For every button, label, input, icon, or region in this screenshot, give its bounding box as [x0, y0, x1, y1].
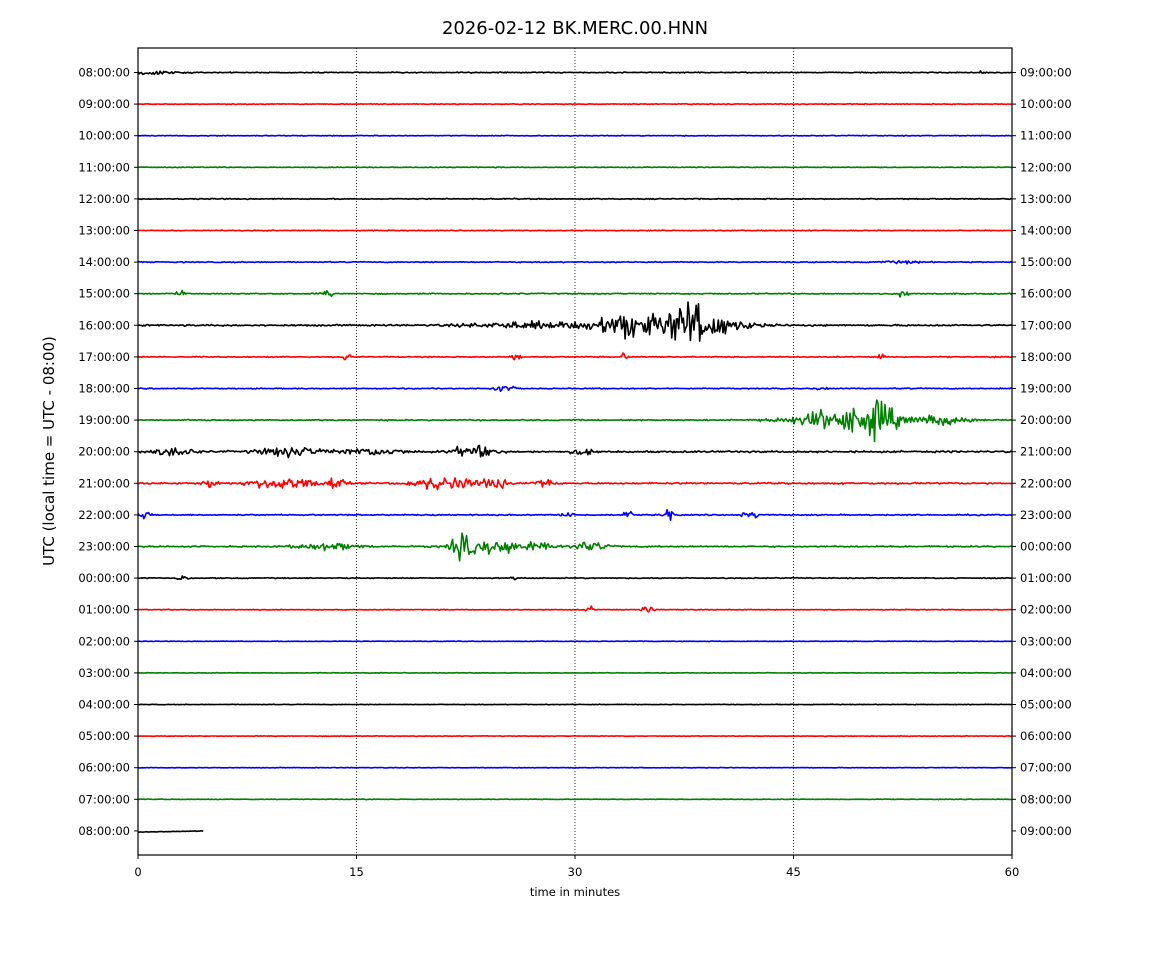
grid-layer — [356, 48, 794, 855]
y-tick-label-left: 19:00:00 — [78, 413, 130, 427]
y-tick-label-right: 11:00:00 — [1020, 129, 1072, 143]
x-tick-label: 0 — [134, 865, 141, 879]
trace-line-16 — [137, 575, 1013, 581]
trace-line-15 — [137, 532, 1013, 562]
x-tick-label: 30 — [568, 865, 583, 879]
y-tick-label-right: 08:00:00 — [1020, 792, 1072, 806]
y-tick-label-left: 08:00:00 — [78, 824, 130, 838]
y-tick-label-left: 05:00:00 — [78, 729, 130, 743]
y-tick-label-right: 12:00:00 — [1020, 160, 1072, 174]
y-tick-label-right: 04:00:00 — [1020, 666, 1072, 680]
y-tick-label-right: 06:00:00 — [1020, 729, 1072, 743]
trace-line-5 — [137, 229, 1013, 232]
y-tick-label-right: 05:00:00 — [1020, 698, 1072, 712]
y-tick-label-right: 21:00:00 — [1020, 445, 1072, 459]
trace-line-23 — [137, 798, 1012, 801]
trace-line-1 — [137, 102, 1012, 106]
trace-line-7 — [137, 289, 1013, 298]
y-tick-label-left: 15:00:00 — [78, 287, 130, 301]
trace-line-18 — [137, 640, 1013, 643]
y-tick-label-left: 20:00:00 — [78, 445, 130, 459]
ticks-layer: 08:00:00 09:00:00 10:00:00 11:00:00 12:00:00… — [78, 66, 1071, 880]
y-tick-label-left: 00:00:00 — [78, 571, 130, 585]
x-tick-label: 15 — [349, 865, 364, 879]
y-tick-label-left: 11:00:00 — [78, 160, 130, 174]
trace-line-19 — [138, 671, 1013, 675]
y-tick-label-right: 14:00:00 — [1020, 224, 1072, 238]
y-tick-label-right: 10:00:00 — [1020, 97, 1072, 111]
y-tick-label-left: 02:00:00 — [78, 634, 130, 648]
y-tick-label-left: 10:00:00 — [78, 129, 130, 143]
y-tick-label-left: 08:00:00 — [78, 66, 130, 80]
trace-line-24 — [137, 829, 204, 834]
x-tick-label: 45 — [786, 865, 801, 879]
y-tick-label-right: 00:00:00 — [1020, 540, 1072, 554]
y-tick-label-left: 14:00:00 — [78, 255, 130, 269]
y-tick-label-right: 09:00:00 — [1020, 824, 1072, 838]
y-tick-label-right: 15:00:00 — [1020, 255, 1072, 269]
y-tick-label-left: 17:00:00 — [78, 350, 130, 364]
traces-layer — [137, 70, 1013, 834]
y-tick-label-right: 23:00:00 — [1020, 508, 1072, 522]
y-tick-label-left: 04:00:00 — [78, 698, 130, 712]
trace-line-3 — [137, 166, 1013, 169]
y-tick-label-left: 06:00:00 — [78, 761, 130, 775]
y-tick-label-left: 13:00:00 — [78, 224, 130, 238]
y-axis-label: UTC (local time = UTC - 08:00) — [40, 336, 58, 566]
y-tick-label-right: 02:00:00 — [1020, 603, 1072, 617]
y-tick-label-right: 20:00:00 — [1020, 413, 1072, 427]
y-tick-label-right: 09:00:00 — [1020, 66, 1072, 80]
y-tick-label-left: 09:00:00 — [78, 97, 130, 111]
x-tick-label: 60 — [1005, 865, 1020, 879]
y-tick-label-left: 23:00:00 — [78, 540, 130, 554]
y-tick-label-right: 13:00:00 — [1020, 192, 1072, 206]
y-tick-label-right: 01:00:00 — [1020, 571, 1072, 585]
trace-line-10 — [138, 385, 1013, 393]
y-tick-label-left: 01:00:00 — [78, 603, 130, 617]
y-tick-label-left: 22:00:00 — [78, 508, 130, 522]
y-tick-label-right: 17:00:00 — [1020, 318, 1072, 332]
y-tick-label-right: 19:00:00 — [1020, 382, 1072, 396]
y-tick-label-left: 16:00:00 — [78, 318, 130, 332]
y-tick-label-left: 12:00:00 — [78, 192, 130, 206]
x-axis-label: time in minutes — [530, 885, 620, 899]
y-tick-label-left: 18:00:00 — [78, 382, 130, 396]
trace-line-14 — [137, 508, 1013, 522]
chart-title: 2026-02-12 BK.MERC.00.HNN — [442, 18, 708, 39]
y-tick-label-left: 03:00:00 — [78, 666, 130, 680]
y-tick-label-left: 21:00:00 — [78, 476, 130, 490]
y-tick-label-right: 03:00:00 — [1020, 634, 1072, 648]
y-tick-label-left: 07:00:00 — [78, 792, 130, 806]
y-tick-label-right: 18:00:00 — [1020, 350, 1072, 364]
y-tick-label-right: 07:00:00 — [1020, 761, 1072, 775]
trace-line-20 — [137, 703, 1013, 706]
y-tick-label-right: 16:00:00 — [1020, 287, 1072, 301]
y-tick-label-right: 22:00:00 — [1020, 476, 1072, 490]
trace-line-22 — [137, 766, 1013, 769]
trace-line-6 — [138, 259, 1013, 265]
